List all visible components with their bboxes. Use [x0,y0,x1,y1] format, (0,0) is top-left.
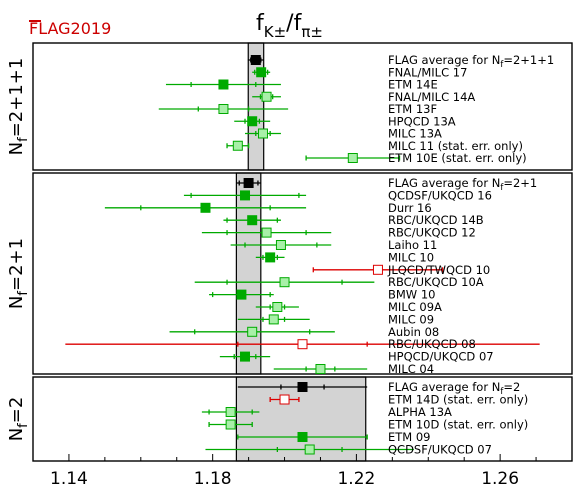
data-point [218,104,229,114]
data-point [247,116,258,127]
average-bands [235,42,367,462]
data-point [243,178,254,188]
entry-label: FNAL/MILC 14A [388,90,475,104]
entry-label: Laiho 11 [388,238,437,252]
data-point [347,153,358,163]
entry-label: MILC 09A [388,300,442,314]
data-point [265,252,276,263]
data-point [257,128,268,139]
entry-label: QCDSF/UKQCD 07 [388,443,492,457]
group-label: Nf=2+1+1 [6,58,31,156]
group-label: Nf=2+1 [6,238,31,309]
data-point [272,302,283,312]
data-point [240,351,251,362]
entry-label: MILC 13A [388,127,442,141]
data-point [297,382,308,392]
entry-label: RBC/UKQCD 08 [388,337,476,351]
entry-label: ETM 09 [388,430,431,444]
data-point [261,227,272,238]
data-point [232,140,243,151]
data-point [261,91,272,102]
data-point [279,394,290,405]
entry-label: Durr 16 [388,201,432,215]
data-point [279,277,290,288]
entry-label: ETM 13F [388,102,437,116]
group-label: Nf=2 [6,397,31,442]
entry-label: BMW 10 [388,288,435,302]
entry-label: HPQCD 13A [388,114,456,128]
data-point [236,289,247,300]
data-point [240,190,251,201]
group-labels: Nf=2+1+1 Nf=2+1 Nf=2 [6,58,31,442]
entry-label: RBC/UKQCD 10A [388,275,484,289]
data-point [297,339,308,350]
entry-label: Aubin 08 [388,325,439,339]
x-tick-label: 1.18 [194,469,232,489]
data-point [247,215,258,226]
section-frame [32,42,573,171]
chart-title: fK±/fπ± [256,11,323,41]
entry-label: HPQCD/UKQCD 07 [388,350,494,364]
section-frame [32,172,573,375]
entry-label: JLQCD/TWQCD 10 [387,263,490,277]
data-point [225,419,236,430]
entry-label: MILC 04 [388,362,434,376]
entry-label: FLAG average for Nf=2+1 [388,176,537,193]
entry-label: ETM 14E [388,78,438,92]
data-point [275,240,286,250]
entry-label: QCDSF/UKQCD 16 [388,188,492,202]
data-point [304,444,315,455]
entry-label: FNAL/MILC 17 [388,65,467,79]
data-point [268,314,279,325]
entry-label: MILC 09 [388,312,434,326]
data-point [225,407,236,417]
entry-label: RBC/UKQCD 12 [388,226,476,240]
data-point [372,264,383,275]
entry-label: ETM 14D (stat. err. only) [388,393,528,407]
data-point [256,67,267,78]
entry-label: MILC 11 (stat. err. only) [388,139,523,153]
data-point [297,432,308,442]
entry-label: ETM 10E (stat. err. only) [388,151,527,165]
data-point [200,202,211,213]
data-point [218,79,229,90]
average-band [235,172,262,375]
data-point [247,326,258,337]
entry-label: FLAG average for Nf=2+1+1 [388,53,554,70]
entry-label: FLAG average for Nf=2 [388,380,520,397]
x-axis: 1.14 1.18 1.22 1.26 [50,454,573,489]
entry-label: ALPHA 13A [388,405,452,419]
plot-frame [32,42,573,462]
x-tick-label: 1.26 [481,469,519,489]
flag-logo: FLAG2019 [29,19,111,38]
entry-label: MILC 10 [388,250,434,264]
x-tick-label: 1.22 [337,469,375,489]
data-point [250,55,261,65]
data-point [315,364,326,374]
entry-label: ETM 10D (stat. err. only) [388,418,528,432]
x-tick-label: 1.14 [50,469,88,489]
section-frame [32,376,573,462]
entry-label: RBC/UKQCD 14B [388,213,484,227]
data-marks [65,55,540,455]
